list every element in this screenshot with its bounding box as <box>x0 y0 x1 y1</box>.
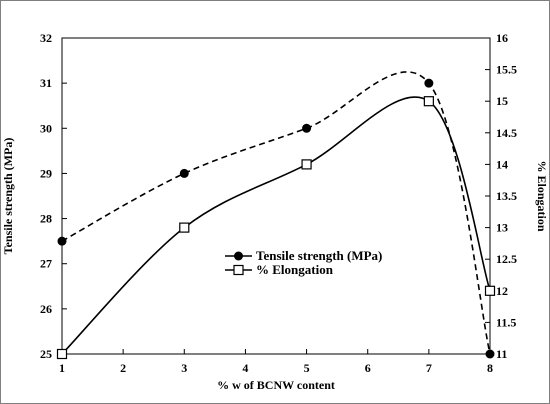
y-tick-label: 32 <box>40 31 52 45</box>
series-layer <box>61 71 491 355</box>
legend: Tensile strength (MPa) % Elongation <box>225 248 382 277</box>
data-point-tensile <box>424 78 434 88</box>
data-point-elongation <box>423 96 434 107</box>
data-point-tensile <box>57 236 67 246</box>
y2-tick-label: 11.5 <box>496 315 516 329</box>
legend-label-tensile: Tensile strength (MPa) <box>256 248 382 263</box>
data-point-elongation <box>56 348 68 360</box>
right-axis-ticks: 11 11.5 12 12.5 13 13.5 14 14.5 15 15.5 16 <box>485 31 517 361</box>
y-tick-label: 31 <box>40 76 52 90</box>
data-point-elongation <box>301 159 312 170</box>
y2-tick-label: 12.5 <box>496 252 517 266</box>
bottom-axis-ticks: 1 2 3 4 5 6 7 8 <box>59 349 493 375</box>
legend-label-elongation: % Elongation <box>256 262 334 277</box>
x-tick-label: 4 <box>242 361 248 375</box>
y2-tick-label: 14.5 <box>496 126 517 140</box>
data-point-elongation <box>179 222 190 233</box>
y-tick-label: 29 <box>40 166 52 180</box>
x-tick-label: 8 <box>487 361 493 375</box>
y-axis-title: Tensile strength (MPa) <box>1 138 15 255</box>
y2-axis-title: % Elongation <box>535 160 549 231</box>
y2-tick-label: 16 <box>496 31 508 45</box>
legend-marker-elongation <box>233 264 244 276</box>
y2-tick-label: 15.5 <box>496 63 517 77</box>
x-tick-label: 2 <box>120 361 126 375</box>
x-tick-label: 1 <box>59 361 65 375</box>
left-axis-ticks: 25 26 27 28 29 30 31 32 <box>40 31 67 361</box>
y-tick-label: 28 <box>40 212 52 226</box>
y-tick-label: 26 <box>40 302 52 316</box>
x-axis-title: % w of BCNW content <box>217 378 335 392</box>
y-tick-label: 30 <box>40 121 52 135</box>
series-line-elongation <box>61 96 491 355</box>
x-tick-label: 7 <box>426 361 432 375</box>
data-point-tensile <box>302 123 312 133</box>
x-tick-label: 5 <box>304 361 310 375</box>
data-point-tensile <box>485 349 495 359</box>
y-tick-label: 25 <box>40 347 52 361</box>
y2-tick-label: 13 <box>496 221 508 235</box>
y2-tick-label: 14 <box>496 157 508 171</box>
markers-layer <box>56 78 496 360</box>
y2-tick-label: 15 <box>496 94 508 108</box>
data-point-elongation <box>484 285 496 296</box>
series-line-tensile <box>61 71 491 355</box>
x-tick-label: 6 <box>365 361 371 375</box>
y2-tick-label: 13.5 <box>496 189 517 203</box>
y2-tick-label: 12 <box>496 284 508 298</box>
legend-marker-tensile <box>234 251 243 261</box>
y-tick-label: 27 <box>40 257 52 271</box>
x-tick-label: 3 <box>181 361 187 375</box>
data-point-tensile <box>179 168 189 178</box>
y2-tick-label: 11 <box>496 347 507 361</box>
